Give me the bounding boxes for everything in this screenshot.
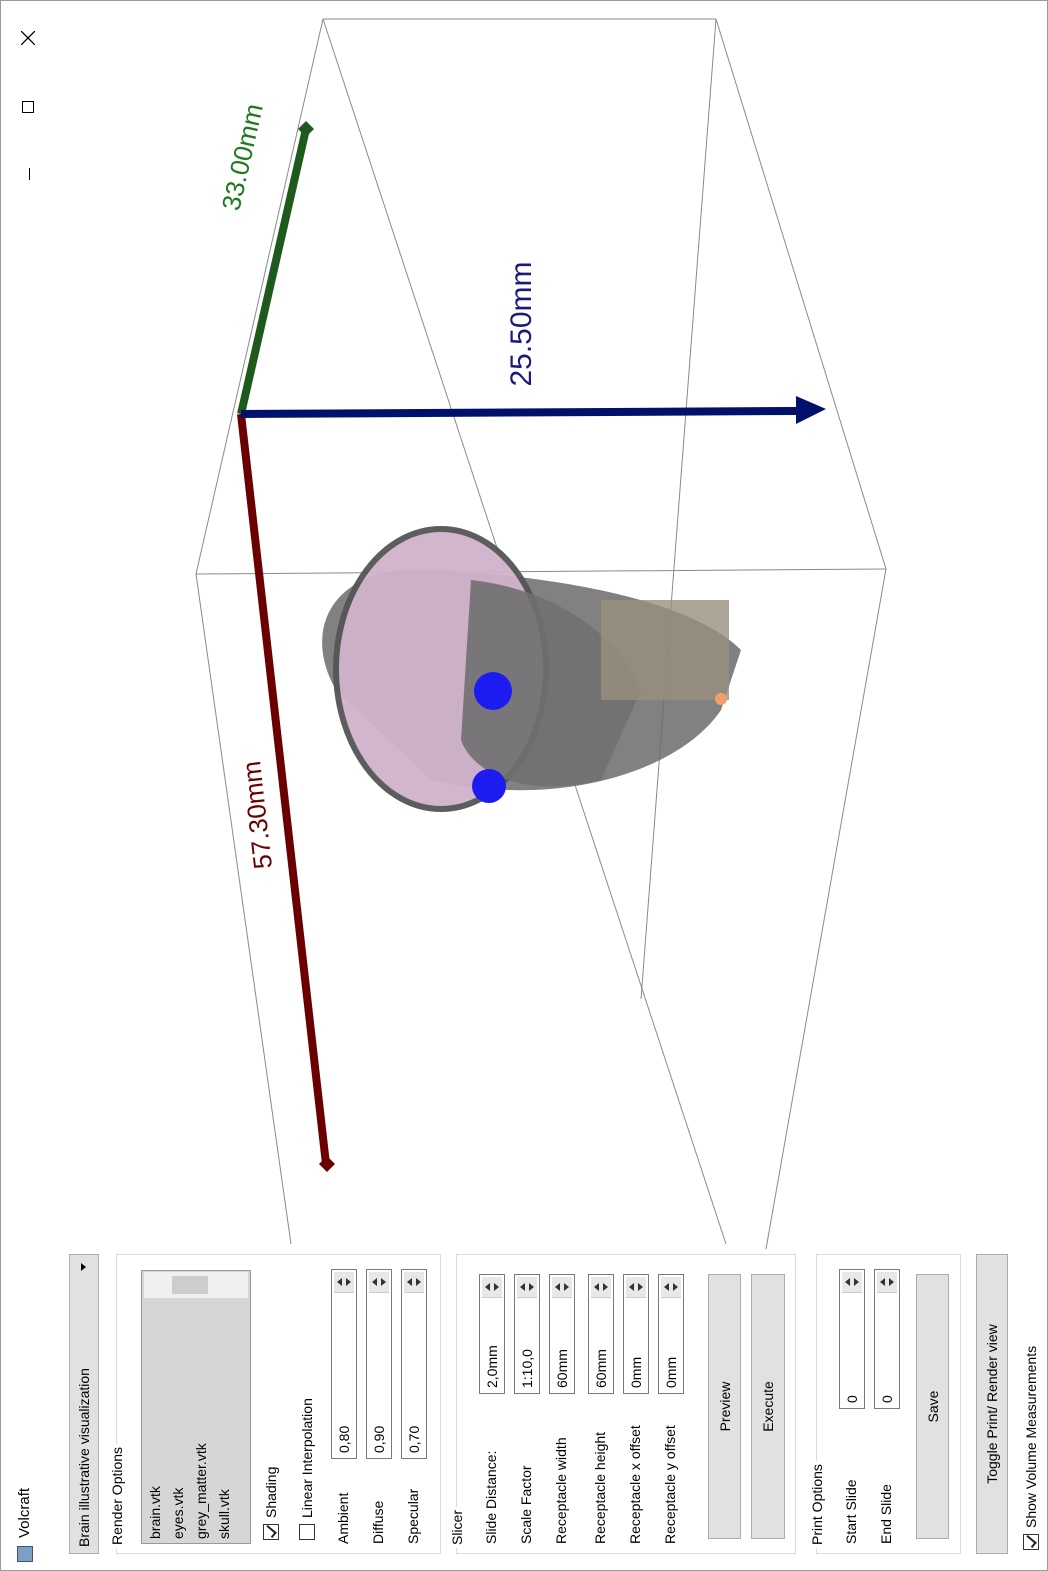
group-title: Slicer: [449, 1506, 465, 1548]
field-label: Receptacle width: [553, 1437, 569, 1544]
measurement-label: 57.30mm: [236, 759, 278, 870]
spinbox-value: 1:10,0: [519, 1349, 535, 1388]
spinbox[interactable]: 2,0mm: [479, 1274, 505, 1394]
file-item[interactable]: eyes.vtk: [170, 1487, 186, 1539]
spinbox-value: 60mm: [593, 1349, 609, 1388]
preset-text: Brain illustrative visualization: [76, 1368, 92, 1547]
spinbox[interactable]: 60mm: [549, 1274, 575, 1394]
checkbox-label: Shading: [263, 1466, 279, 1518]
spinbox[interactable]: 0,70: [401, 1269, 427, 1459]
spin-arrows[interactable]: [877, 1272, 897, 1293]
toggle-view-button[interactable]: Toggle Print/ Render view: [976, 1254, 1008, 1554]
spin-arrows[interactable]: [404, 1272, 424, 1293]
spinbox[interactable]: 0,80: [331, 1269, 357, 1459]
file-item[interactable]: skull.vtk: [216, 1489, 232, 1539]
spinbox[interactable]: 0mm: [658, 1274, 684, 1394]
spin-arrows[interactable]: [517, 1277, 537, 1298]
field-label: Specular: [405, 1488, 421, 1544]
scroll-thumb[interactable]: [172, 1276, 208, 1294]
close-button[interactable]: [21, 31, 35, 45]
field-label: Diffuse: [370, 1500, 386, 1544]
spinbox-value: 0,90: [371, 1425, 387, 1453]
spinbox[interactable]: 1:10,0: [514, 1274, 540, 1394]
app-icon: [17, 1546, 33, 1562]
window-title: Volcraft: [16, 1487, 33, 1538]
checkbox[interactable]: [299, 1524, 315, 1540]
minimize-button[interactable]: [29, 168, 30, 180]
file-list: brain.vtk eyes.vtk grey_matter.vtk skull…: [141, 1270, 251, 1544]
spinbox-value: 0mm: [663, 1356, 679, 1388]
measurement-label: 33.00mm: [216, 101, 269, 213]
skull-model: [322, 526, 741, 812]
spin-arrows[interactable]: [334, 1272, 354, 1293]
measurement-label: 25.50mm: [505, 261, 538, 386]
spinbox-value: 2,0mm: [484, 1345, 500, 1388]
spin-arrows[interactable]: [591, 1277, 611, 1298]
scrollbar[interactable]: [144, 1272, 248, 1298]
field-label: Slide Distance:: [483, 1450, 499, 1544]
spin-arrows[interactable]: [842, 1272, 862, 1293]
spinbox[interactable]: 0: [874, 1269, 900, 1409]
spinbox-value: 0: [879, 1395, 895, 1403]
file-item[interactable]: grey_matter.vtk: [193, 1443, 209, 1539]
checkbox-label: Show Volume Measurements: [1023, 1345, 1039, 1528]
maximize-button[interactable]: [22, 101, 34, 113]
spinbox-value: 0,80: [336, 1425, 352, 1453]
spin-arrows[interactable]: [626, 1277, 646, 1298]
measurement-axes: [237, 121, 826, 1172]
dropdown-arrow: [81, 1263, 86, 1271]
spinbox-value: 0: [844, 1395, 860, 1403]
spin-arrows[interactable]: [552, 1277, 572, 1298]
spinbox-value: 60mm: [554, 1349, 570, 1388]
field-label: Receptacle height: [592, 1431, 608, 1544]
field-label: Receptacle x offset: [627, 1425, 643, 1544]
spin-arrows[interactable]: [369, 1272, 389, 1293]
spinbox[interactable]: 0mm: [623, 1274, 649, 1394]
execute-button[interactable]: Execute: [751, 1274, 785, 1539]
spinbox[interactable]: 0: [839, 1269, 865, 1409]
field-label: Ambient: [335, 1492, 351, 1544]
checkbox[interactable]: [263, 1524, 279, 1540]
group-title: Print Options: [809, 1461, 825, 1548]
save-button[interactable]: Save: [916, 1274, 949, 1539]
field-label: Receptacle y offset: [662, 1425, 678, 1544]
checkbox-label: Linear Interpolation: [299, 1398, 315, 1518]
spin-arrows[interactable]: [661, 1277, 681, 1298]
spin-arrows[interactable]: [482, 1277, 502, 1298]
group-title: Render Options: [109, 1443, 125, 1548]
spinbox-value: 0mm: [628, 1356, 644, 1388]
file-item[interactable]: brain.vtk: [147, 1486, 163, 1539]
spinbox-value: 0,70: [406, 1425, 422, 1453]
preset-dropdown[interactable]: Brain illustrative visualization: [69, 1254, 99, 1554]
checkbox[interactable]: [1023, 1534, 1039, 1550]
field-label: End Slide: [878, 1484, 894, 1544]
preview-button[interactable]: Preview: [708, 1274, 741, 1539]
spinbox[interactable]: 0,90: [366, 1269, 392, 1459]
field-label: Start Slide: [843, 1479, 859, 1544]
field-label: Scale Factor: [518, 1465, 534, 1544]
spinbox[interactable]: 60mm: [588, 1274, 614, 1394]
